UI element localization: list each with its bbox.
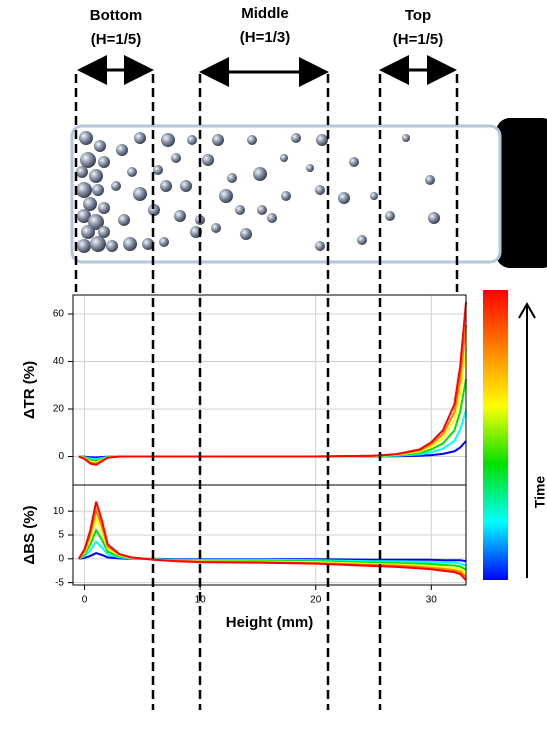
particle: [159, 237, 169, 247]
particle: [98, 156, 110, 168]
x-tick-label: 0: [82, 595, 88, 606]
particle: [247, 135, 257, 145]
particle: [202, 154, 214, 166]
particle: [83, 197, 97, 211]
particle: [160, 180, 172, 192]
zone-label: (H=1/5): [393, 31, 443, 48]
zone-label: (H=1/5): [91, 31, 141, 48]
particle: [76, 182, 92, 198]
series-line: [77, 501, 467, 581]
particle: [134, 132, 146, 144]
particle: [79, 131, 93, 145]
time-arrow-head: [518, 301, 536, 319]
y-tick-label: 60: [53, 309, 65, 320]
y-tick-label: 0: [58, 553, 64, 564]
y-axis-label: ΔBS (%): [21, 505, 38, 564]
particle: [212, 134, 224, 146]
time-label: Time: [532, 476, 547, 509]
particle: [153, 165, 163, 175]
particle: [127, 167, 137, 177]
y-tick-label: 20: [53, 404, 65, 415]
y-tick-label: 10: [53, 506, 65, 517]
particle: [94, 140, 106, 152]
particle: [148, 204, 160, 216]
particle: [77, 209, 91, 223]
particle: [253, 167, 267, 181]
x-tick-label: 30: [426, 595, 438, 606]
particle: [171, 153, 181, 163]
particle: [338, 192, 350, 204]
particle: [267, 213, 277, 223]
zone-arrows: [77, 55, 457, 87]
particle: [98, 202, 110, 214]
particle: [315, 241, 325, 251]
y-axis-label: ΔTR (%): [21, 361, 38, 419]
particle: [291, 133, 301, 143]
zone-label: (H=1/3): [240, 29, 290, 46]
particle: [187, 135, 197, 145]
particle: [219, 189, 233, 203]
y-tick-label: -5: [55, 577, 64, 588]
particle: [306, 164, 314, 172]
y-tick-label: 5: [58, 530, 64, 541]
zone-lines: [74, 74, 459, 710]
particle: [211, 223, 221, 233]
particle: [235, 205, 245, 215]
particle: [90, 236, 106, 252]
y-tick-label: 0: [58, 451, 64, 462]
particle: [106, 240, 118, 252]
particle: [80, 152, 96, 168]
particle: [402, 134, 410, 142]
zone-label: Bottom: [90, 7, 143, 24]
particle: [89, 169, 103, 183]
particle: [240, 228, 252, 240]
particle: [316, 134, 328, 146]
particle: [280, 154, 288, 162]
particle: [425, 175, 435, 185]
particle: [76, 166, 88, 178]
particle: [88, 214, 104, 230]
particle: [357, 235, 367, 245]
particle: [281, 191, 291, 201]
plot-frame: [72, 484, 467, 586]
particle: [180, 180, 192, 192]
particle: [370, 192, 378, 200]
particle: [227, 173, 237, 183]
particle: [116, 144, 128, 156]
zone-label: Top: [405, 7, 431, 24]
particle: [174, 210, 186, 222]
particle: [98, 226, 110, 238]
tube-cap: [496, 118, 547, 268]
particle: [349, 157, 359, 167]
x-tick-label: 20: [310, 595, 322, 606]
particle: [81, 225, 95, 239]
particle: [118, 214, 130, 226]
particle: [77, 239, 91, 253]
particle: [142, 238, 154, 250]
particle: [385, 211, 395, 221]
particle: [133, 187, 147, 201]
particles: [76, 131, 440, 253]
particle: [161, 133, 175, 147]
particle: [92, 184, 104, 196]
particle: [257, 205, 267, 215]
zone-label: Middle: [241, 5, 289, 22]
particle: [123, 237, 137, 251]
color-bar: [483, 290, 508, 580]
x-axis-label: Height (mm): [226, 614, 314, 631]
y-tick-label: 40: [53, 356, 65, 367]
particle: [111, 181, 121, 191]
particle: [428, 212, 440, 224]
particle: [315, 185, 325, 195]
